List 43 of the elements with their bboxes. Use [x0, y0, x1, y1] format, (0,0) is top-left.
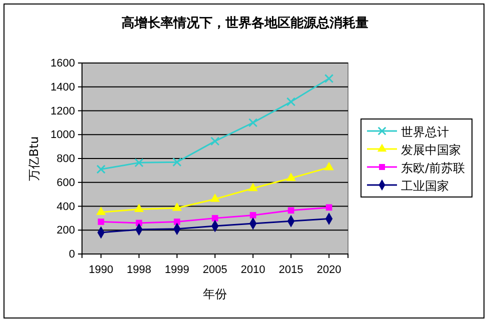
point — [134, 158, 144, 168]
chart-title: 高增长率情况下，世界各地区能源总消耗量 — [122, 15, 368, 31]
y-tick-label: 400 — [56, 200, 75, 213]
x-tick-label: 2005 — [202, 264, 228, 276]
point — [172, 158, 182, 167]
point — [172, 202, 182, 211]
x-tick-label: 1998 — [126, 264, 152, 276]
point — [286, 172, 296, 181]
y-tick-label: 600 — [56, 176, 75, 189]
legend-label: 发展中国家 — [401, 143, 461, 157]
x-tick-label: 2015 — [278, 264, 304, 276]
point — [248, 182, 258, 192]
point — [96, 164, 106, 174]
point — [134, 204, 144, 212]
y-tick-label: 1000 — [50, 129, 75, 142]
legend-label: 东欧/前苏联 — [401, 161, 466, 175]
point — [286, 97, 296, 106]
legend-label: 世界总计 — [401, 125, 449, 139]
point — [98, 218, 104, 225]
point — [174, 218, 180, 225]
y-tick-label: 1600 — [50, 58, 75, 70]
point — [288, 207, 294, 214]
y-tick-label: 1200 — [50, 105, 75, 118]
x-tick-label: 2020 — [316, 264, 342, 276]
point — [96, 206, 106, 215]
point — [210, 194, 220, 202]
point — [212, 215, 218, 222]
y-axis-title: 万亿Btu — [27, 136, 41, 181]
x-tick-label: 1999 — [164, 264, 190, 276]
point — [324, 162, 334, 170]
point — [250, 212, 256, 218]
y-tick-label: 800 — [56, 153, 75, 166]
y-tick-label: 200 — [56, 224, 75, 237]
point — [324, 74, 334, 84]
point — [326, 204, 332, 211]
legend-label: 工业国家 — [401, 179, 449, 193]
point — [248, 118, 258, 128]
x-tick-label: 1990 — [88, 264, 114, 276]
x-axis-title: 年份 — [203, 287, 227, 301]
x-tick-label: 2010 — [240, 264, 266, 276]
y-tick-label: 1400 — [50, 81, 75, 94]
y-tick-label: 0 — [68, 248, 75, 261]
point — [210, 136, 220, 146]
